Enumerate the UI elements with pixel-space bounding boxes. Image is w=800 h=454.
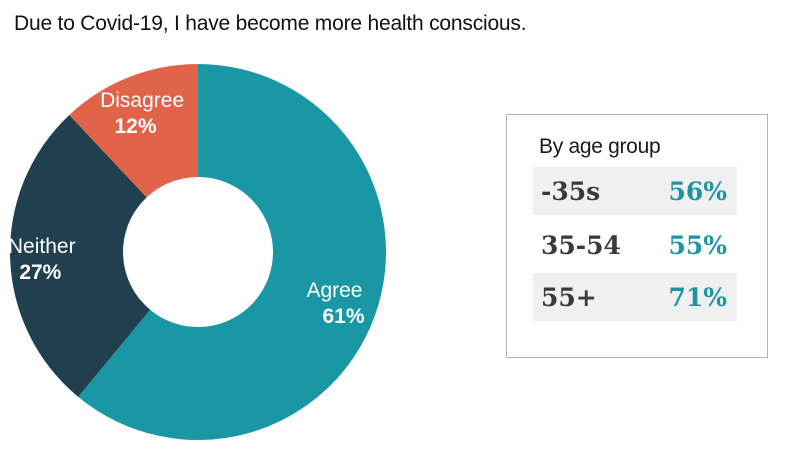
age-group-label: -35s — [541, 177, 601, 206]
age-group-title: By age group — [539, 135, 661, 158]
slice-label-neither: Neither — [8, 235, 76, 258]
slice-neither — [10, 114, 151, 397]
slice-value-agree: 61% — [322, 305, 364, 328]
age-group-value: 71% — [668, 283, 727, 312]
age-group-panel: By age group -35s 56% 35-54 55% 55+ 71% — [506, 114, 768, 358]
slice-label-agree: Agree — [306, 279, 362, 302]
chart-title: Due to Covid-19, I have become more heal… — [14, 12, 527, 35]
age-row: 55+ 71% — [533, 273, 737, 321]
age-row: 35-54 55% — [533, 221, 737, 269]
age-group-label: 35-54 — [541, 231, 621, 260]
slice-disagree — [69, 63, 198, 198]
slice-label-disagree: Disagree — [100, 89, 184, 112]
slice-value-neither: 27% — [19, 261, 61, 284]
slice-agree — [78, 64, 386, 441]
age-group-value: 55% — [668, 231, 727, 260]
slice-value-disagree: 12% — [115, 115, 157, 138]
age-group-value: 56% — [668, 177, 727, 206]
age-group-label: 55+ — [541, 283, 597, 312]
age-row: -35s 56% — [533, 167, 737, 215]
donut-chart: Agree 61% Neither 27% Disagree 12% — [8, 63, 386, 441]
